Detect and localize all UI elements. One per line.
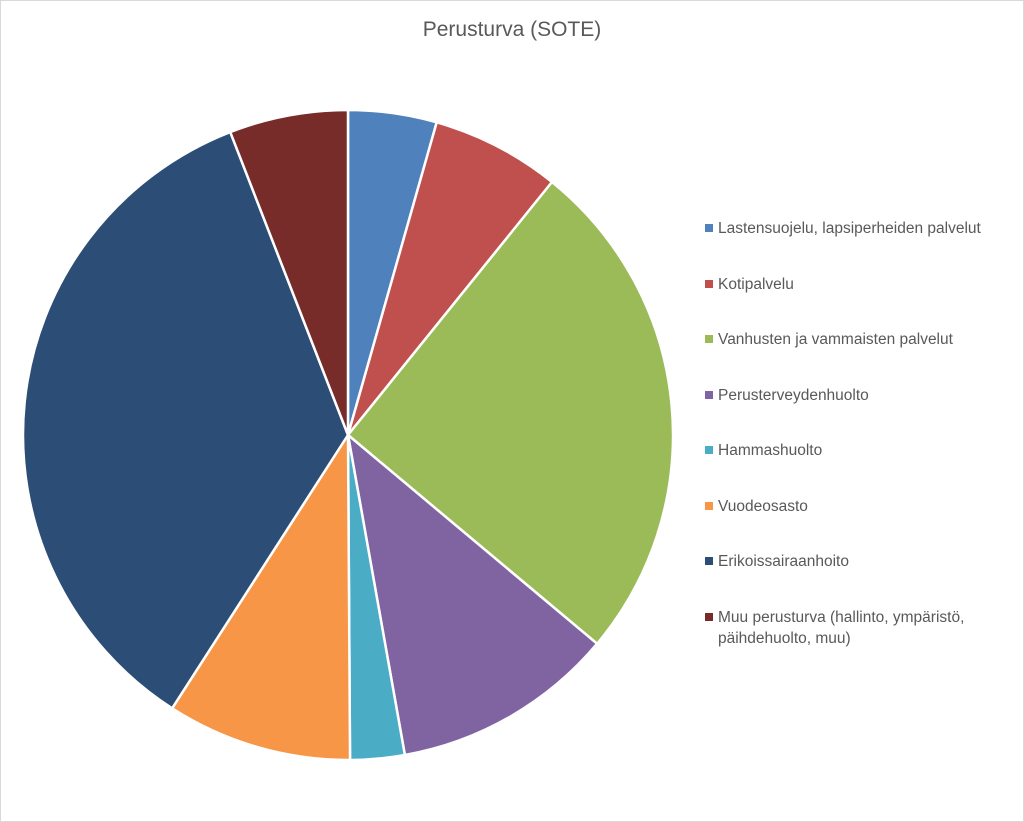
legend-label: Lastensuojelu, lapsiperheiden palvelut — [718, 220, 981, 237]
legend: Lastensuojelu, lapsiperheiden palvelut Ko… — [705, 218, 1020, 683]
legend-item-3: Vanhusten ja vammaisten palvelut — [705, 329, 1020, 350]
legend-label: Vanhusten ja vammaisten palvelut — [718, 331, 953, 348]
pie-slice-2 — [346, 121, 554, 437]
legend-swatch — [705, 335, 713, 343]
legend-item-6: Vuodeosasto — [705, 496, 1020, 517]
legend-swatch — [705, 446, 713, 454]
legend-label: Perusterveydenhuolto — [718, 386, 869, 404]
legend-label: Erikoissairaanhoito — [718, 553, 849, 570]
legend-swatch — [705, 501, 713, 510]
pie-slice-4 — [346, 433, 599, 757]
pie-slice-6 — [170, 433, 352, 762]
legend-swatch — [705, 390, 713, 399]
pie-slice-3 — [346, 180, 675, 645]
legend-item-5: Hammashuolto — [705, 440, 1020, 461]
legend-item-1: Lastensuojelu, lapsiperheiden palvelut — [705, 218, 1020, 239]
legend-swatch — [705, 279, 713, 288]
legend-swatch — [705, 557, 713, 565]
legend-swatch — [705, 224, 713, 232]
legend-item-2: Kotipalvelu — [705, 274, 1020, 295]
chart-title: Perusturva (SOTE) — [422, 18, 602, 41]
pie-slice-8 — [229, 108, 350, 437]
legend-item-8: Muu perusturva (hallinto, ympäristö, päi… — [705, 607, 1020, 649]
legend-label: Muu perusturva (hallinto, ympäristö, päi… — [718, 608, 965, 647]
legend-label: Hammashuolto — [718, 442, 823, 459]
pie-slice-7 — [21, 130, 350, 710]
legend-label: Kotipalvelu — [718, 275, 794, 293]
legend-label: Vuodeosasto — [718, 497, 808, 515]
legend-swatch — [705, 612, 713, 621]
legend-item-4: Perusterveydenhuolto — [705, 385, 1020, 406]
legend-item-7: Erikoissairaanhoito — [705, 551, 1020, 572]
